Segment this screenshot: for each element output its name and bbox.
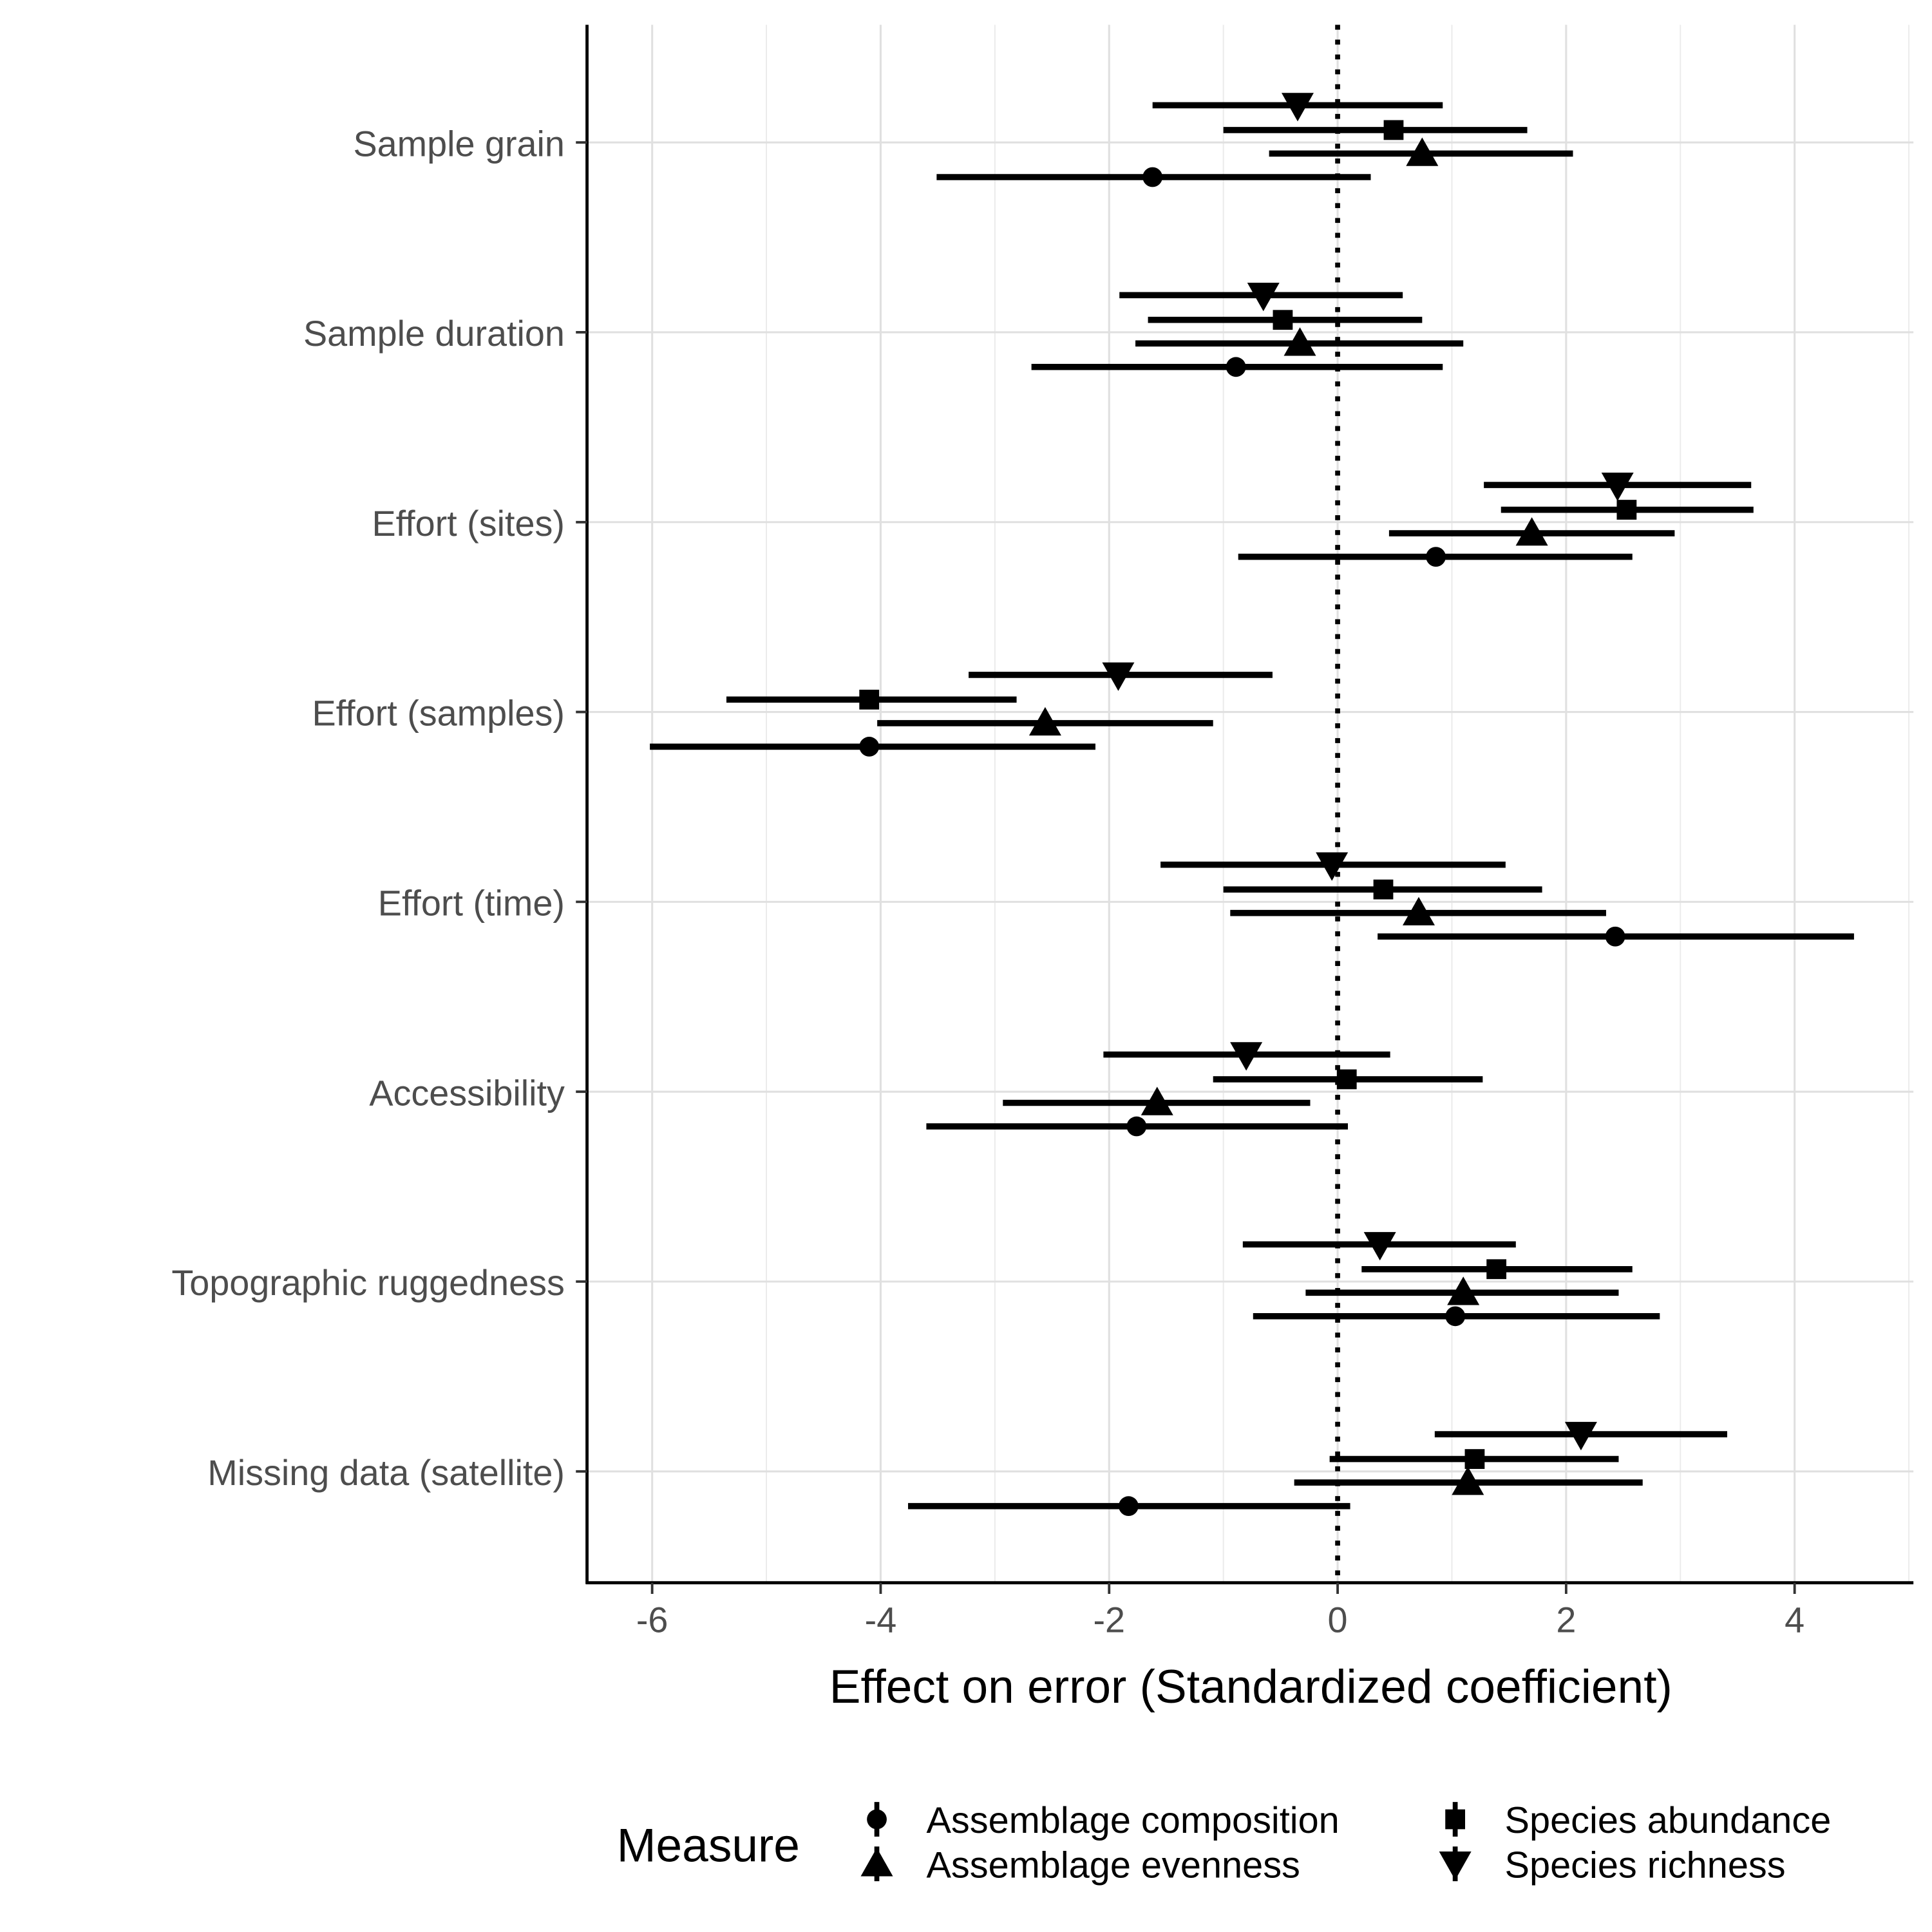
point-estimate [1426,547,1446,567]
x-tick-label: -4 [865,1600,897,1640]
point-estimate [1226,357,1246,377]
legend-label: Assemblage composition [926,1800,1339,1841]
point-estimate [1283,327,1316,356]
grid [587,24,1914,1583]
point-estimate [859,689,880,710]
point-estimate [1383,120,1404,140]
legend-label: Species richness [1505,1844,1786,1886]
point-estimate [1126,1116,1147,1137]
y-tick-label: Effort (samples) [312,694,564,734]
point-estimate [1336,1069,1357,1090]
y-tick-label: Effort (time) [378,884,565,923]
point-estimate [1141,1086,1173,1115]
y-tick-label: Topographic ruggedness [171,1263,565,1303]
point-estimate [1281,93,1314,122]
y-tick-label: Effort (sites) [372,504,564,544]
point-estimate [1616,500,1637,520]
point-estimate [1452,1466,1484,1495]
data-marks [650,93,1854,1517]
point-estimate [1605,926,1625,947]
point-estimate [1373,879,1394,900]
y-tick-label: Missing data (satellite) [207,1453,565,1493]
point-estimate [1316,852,1349,881]
point-estimate [1601,472,1634,502]
point-estimate [1102,662,1135,691]
x-axis-title: Effect on error (Standardized coefficien… [829,1661,1672,1713]
point-estimate [1445,1306,1466,1327]
legend-key-symbol [1445,1809,1465,1830]
x-tick-label: 0 [1328,1600,1348,1640]
point-estimate [1403,896,1435,925]
legend: Measure Assemblage compositionAssemblage… [617,1800,1832,1886]
point-estimate [1119,1496,1139,1517]
point-estimate [1515,517,1548,546]
point-estimate [1486,1259,1507,1280]
legend-key-symbol [860,1848,893,1877]
y-tick-label: Sample duration [303,314,565,354]
legend-key-symbol [867,1809,887,1830]
point-estimate [1564,1421,1597,1451]
point-estimate [1273,310,1293,330]
legend-label: Assemblage evenness [926,1844,1300,1886]
y-tick-label: Accessibility [369,1073,565,1113]
x-tick-label: 2 [1556,1600,1576,1640]
point-estimate [859,737,880,757]
x-tick-label: -2 [1093,1600,1125,1640]
point-estimate [1142,167,1163,187]
point-estimate [1247,283,1280,312]
point-estimate [1363,1232,1396,1261]
x-tick-label: 4 [1785,1600,1804,1640]
x-axis-ticks: -6 -4 -2 0 2 4 [636,1582,1804,1640]
point-estimate [1406,137,1439,166]
y-axis-ticks: Sample grain Sample duration Effort (sites… [171,124,587,1493]
legend-title: Measure [617,1819,800,1871]
x-tick-label: -6 [636,1600,668,1640]
point-estimate [1230,1042,1263,1071]
point-estimate [1464,1449,1485,1469]
legend-key-symbol [1439,1852,1472,1880]
point-estimate [1028,706,1061,736]
y-tick-label: Sample grain [353,124,564,164]
legend-label: Species abundance [1505,1800,1832,1841]
point-estimate [1447,1276,1480,1305]
